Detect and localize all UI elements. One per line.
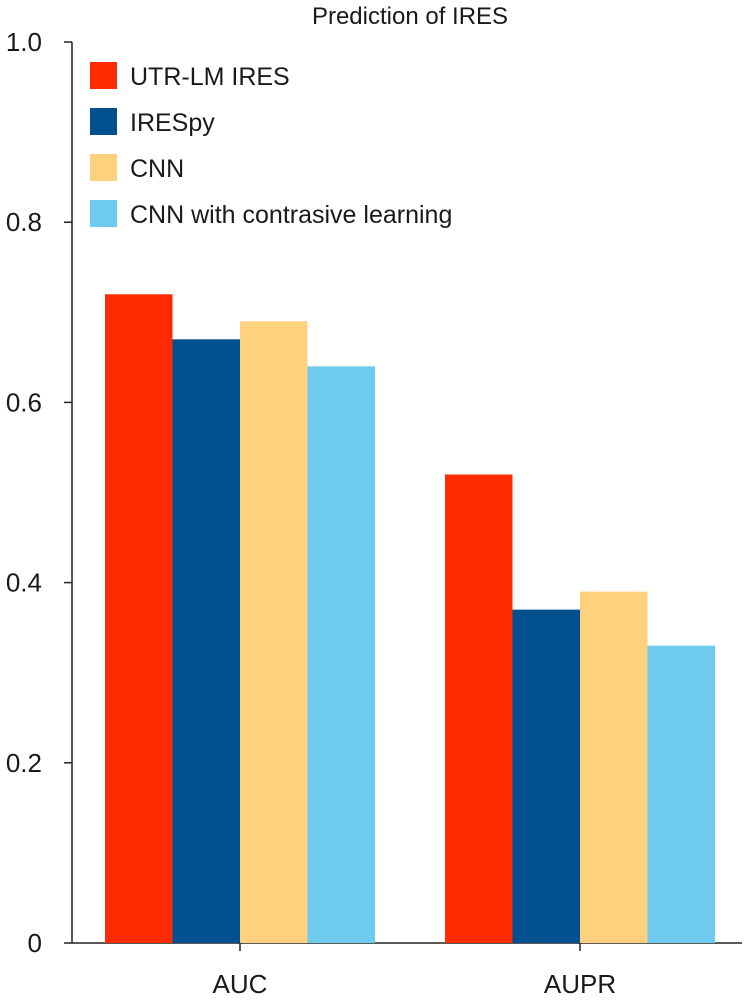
y-tick-label: 0.2: [6, 748, 42, 778]
bar-cnn-with-contrasive-learning-auc: [307, 366, 375, 943]
x-category-label: AUPR: [544, 969, 616, 999]
y-tick-label: 1.0: [6, 27, 42, 57]
bar-irespy-aupr: [512, 609, 580, 943]
legend-swatch: [90, 62, 117, 89]
legend-swatch: [90, 154, 117, 181]
bar-cnn-auc: [240, 321, 308, 943]
chart-title: Prediction of IRES: [312, 3, 508, 30]
bar-irespy-auc: [172, 339, 240, 944]
bar-cnn-aupr: [580, 591, 648, 943]
bars: [105, 294, 715, 944]
y-tick-label: 0.8: [6, 207, 42, 237]
bar-utr-lm-ires-auc: [105, 294, 173, 943]
bar-cnn-with-contrasive-learning-aupr: [647, 645, 715, 943]
legend: UTR-LM IRES IRESpy CNN CNN with contrasive …: [90, 62, 452, 229]
legend-swatch: [90, 200, 117, 227]
y-tick-label: 0.6: [6, 387, 42, 417]
x-category-label: AUC: [213, 969, 268, 999]
y-tick-label: 0: [28, 928, 42, 958]
legend-label: UTR-LM IRES: [130, 63, 290, 91]
axes: 0 0.2 0.4 0.6 0.8 1.0 AUC AUPR: [6, 27, 742, 999]
legend-swatch: [90, 108, 117, 135]
legend-label: CNN with contrasive learning: [130, 201, 452, 229]
legend-label: CNN: [130, 155, 184, 183]
legend-label: IRESpy: [130, 109, 215, 137]
bar-utr-lm-ires-aupr: [445, 474, 513, 943]
y-tick-label: 0.4: [6, 568, 42, 598]
